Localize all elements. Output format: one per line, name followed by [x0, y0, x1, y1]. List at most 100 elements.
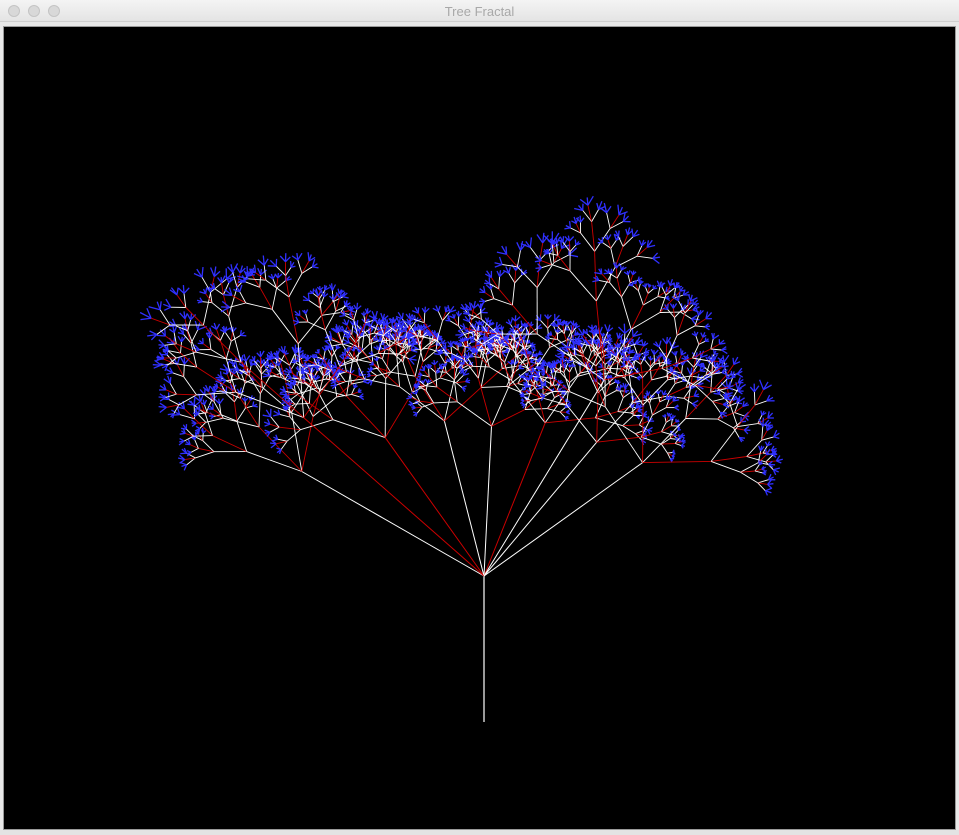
tree-branch	[598, 279, 610, 284]
tree-branch	[736, 402, 743, 405]
tree-branch	[374, 332, 385, 336]
tree-branch	[211, 302, 229, 317]
tree-branch	[401, 312, 404, 319]
tree-branch	[205, 384, 210, 392]
tree-branch	[511, 264, 517, 271]
tree-branch	[627, 270, 631, 275]
tree-branch	[726, 393, 733, 397]
tree-branch	[498, 256, 503, 265]
tree-branch	[642, 293, 649, 306]
tree-branch	[717, 378, 728, 390]
tree-branch	[623, 333, 626, 349]
tree-branch	[324, 329, 341, 367]
title-bar[interactable]: Tree Fractal	[0, 0, 959, 22]
tree-branch	[291, 372, 301, 380]
tree-branch	[767, 479, 773, 485]
tree-branch	[616, 269, 622, 279]
tree-branch	[281, 394, 288, 399]
tree-branch	[159, 402, 167, 408]
tree-branch	[477, 343, 483, 352]
tree-branch	[258, 393, 261, 428]
tree-branch	[526, 363, 536, 372]
tree-branch	[269, 426, 280, 433]
tree-branch	[524, 408, 548, 410]
tree-branch	[726, 372, 733, 380]
tree-branch	[179, 312, 186, 320]
tree-branch	[702, 334, 707, 338]
tree-branch	[591, 221, 596, 252]
tree-branch	[276, 277, 279, 289]
tree-branch	[711, 456, 747, 462]
tree-branch	[262, 255, 265, 266]
tree-branch	[519, 240, 524, 251]
tree-branch	[726, 376, 736, 380]
tree-branch	[632, 233, 640, 238]
tree-branch	[544, 376, 579, 424]
tree-branch	[173, 343, 181, 354]
tree-branch	[509, 362, 520, 385]
tree-branch	[169, 328, 175, 334]
tree-branch	[190, 448, 199, 453]
tree-branch	[289, 380, 296, 385]
tree-branch	[615, 262, 621, 269]
tree-branch	[169, 325, 176, 327]
tree-branch	[184, 408, 195, 420]
tree-branch	[201, 267, 204, 278]
zoom-icon[interactable]	[48, 5, 60, 17]
tree-branch	[579, 198, 589, 206]
tree-branch	[425, 385, 437, 388]
tree-branch	[734, 401, 740, 413]
tree-branch	[582, 210, 592, 222]
tree-branch	[557, 326, 565, 334]
tree-branch	[530, 397, 543, 402]
tree-branch	[468, 315, 471, 322]
tree-branch	[413, 315, 417, 322]
tree-branch	[159, 406, 167, 414]
tree-branch	[263, 258, 269, 266]
tree-branch	[217, 386, 226, 392]
tree-branch	[370, 326, 377, 330]
tree-branch	[705, 312, 713, 320]
tree-branch	[609, 352, 612, 358]
tree-branch	[757, 454, 767, 463]
tree-branch	[588, 330, 596, 335]
tree-branch	[303, 370, 311, 375]
tree-branch	[624, 346, 628, 353]
tree-branch	[689, 367, 693, 375]
tree-branch	[635, 339, 643, 345]
tree-branch	[197, 414, 207, 423]
tree-branch	[665, 399, 670, 408]
tree-branch	[761, 436, 774, 441]
tree-branch	[551, 264, 571, 272]
tree-branch	[704, 371, 712, 379]
tree-branch	[607, 327, 614, 333]
tree-branch	[465, 327, 477, 332]
tree-branch	[285, 391, 296, 394]
tree-branch	[363, 315, 366, 323]
tree-branch	[676, 312, 686, 336]
tree-branch	[430, 339, 438, 346]
close-icon[interactable]	[8, 5, 20, 17]
tree-branch	[240, 361, 304, 418]
minimize-icon[interactable]	[28, 5, 40, 17]
tree-branch	[670, 366, 674, 372]
tree-branch	[233, 401, 238, 422]
tree-branch	[608, 347, 616, 350]
tree-branch	[294, 402, 310, 405]
tree-branch	[676, 366, 682, 374]
tree-branch	[705, 363, 711, 376]
tree-branch	[579, 344, 584, 354]
tree-branch	[408, 315, 415, 320]
tree-branch	[337, 331, 343, 345]
tree-branch	[474, 340, 477, 356]
tree-branch	[623, 323, 626, 334]
tree-branch	[469, 313, 482, 320]
tree-branch	[602, 242, 612, 249]
tree-branch	[186, 449, 192, 453]
tree-branch	[416, 325, 419, 330]
tree-branch	[579, 366, 587, 374]
tree-branch	[520, 328, 525, 332]
tree-branch	[499, 344, 514, 351]
tree-branch	[159, 309, 171, 326]
tree-branch	[528, 379, 535, 387]
